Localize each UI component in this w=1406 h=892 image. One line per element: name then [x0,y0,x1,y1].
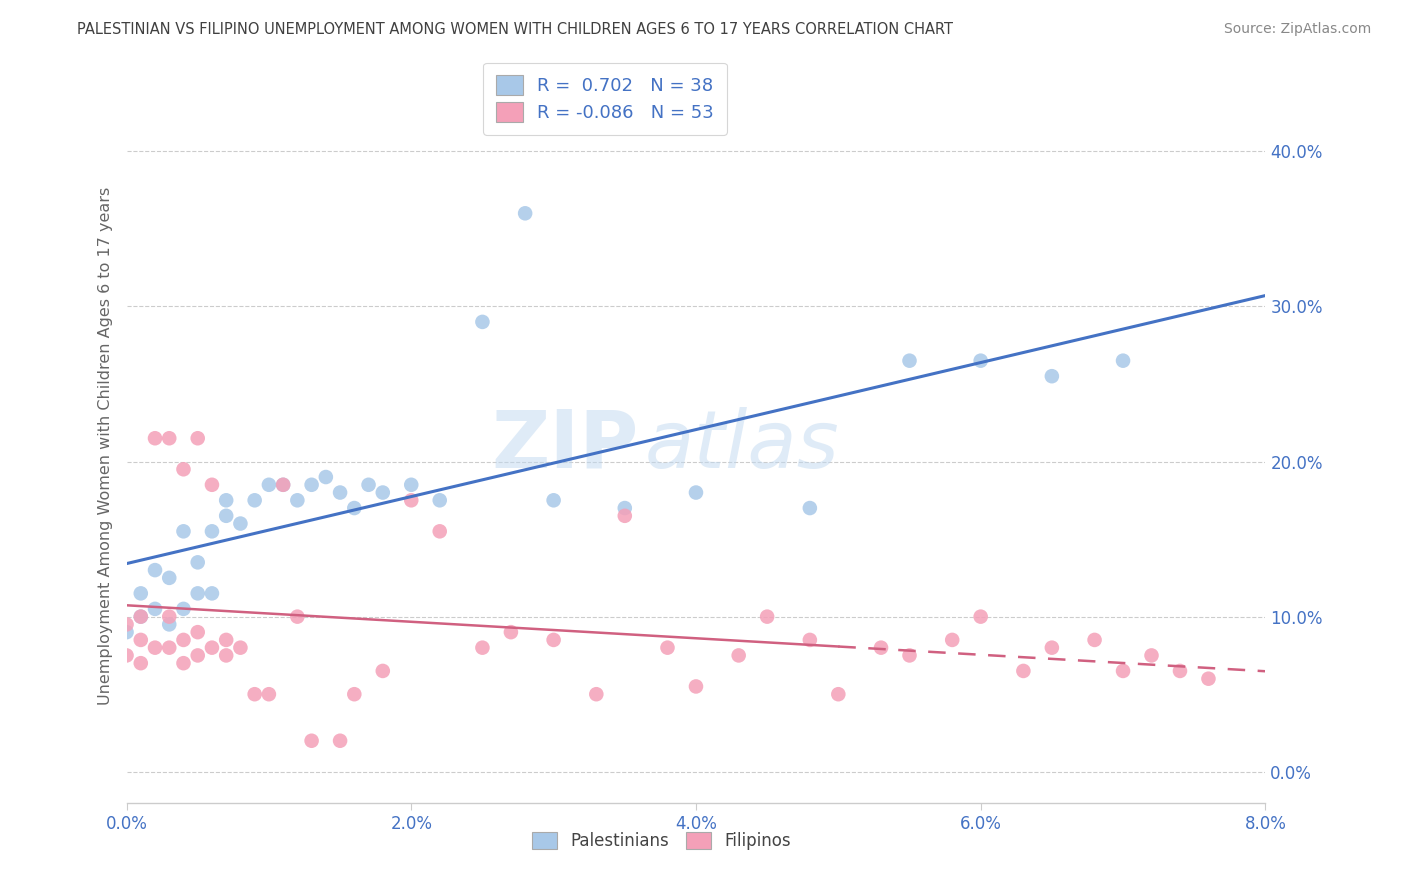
Point [143,640,166,655]
Point [585,687,607,701]
Point [515,206,537,220]
Point [685,485,707,500]
Point [243,687,266,701]
Point [1198,672,1220,686]
Point [898,648,921,663]
Point [970,609,993,624]
Point [287,493,309,508]
Point [371,664,394,678]
Point [329,485,352,500]
Point [172,602,194,616]
Point [172,632,194,647]
Point [271,477,294,491]
Point [215,508,238,523]
Point [429,524,451,539]
Point [1140,648,1163,663]
Point [429,493,451,508]
Point [129,609,152,624]
Point [115,648,138,663]
Point [201,477,224,491]
Point [471,640,494,655]
Point [471,315,494,329]
Point [756,609,779,624]
Point [143,563,166,577]
Point [499,625,522,640]
Point [543,493,565,508]
Point [543,632,565,647]
Point [371,485,394,500]
Point [187,625,209,640]
Point [401,477,423,491]
Point [215,493,238,508]
Point [329,733,352,747]
Legend: Palestinians, Filipinos: Palestinians, Filipinos [524,824,800,859]
Point [157,640,180,655]
Point [201,640,224,655]
Point [143,602,166,616]
Point [243,493,266,508]
Point [172,524,194,539]
Point [129,632,152,647]
Point [257,477,280,491]
Point [315,470,337,484]
Point [1168,664,1191,678]
Point [1012,664,1035,678]
Point [129,609,152,624]
Point [129,586,152,600]
Point [215,632,238,647]
Point [827,687,849,701]
Point [727,648,749,663]
Point [1112,353,1135,368]
Point [898,353,921,368]
Text: PALESTINIAN VS FILIPINO UNEMPLOYMENT AMONG WOMEN WITH CHILDREN AGES 6 TO 17 YEAR: PALESTINIAN VS FILIPINO UNEMPLOYMENT AMO… [77,22,953,37]
Point [613,508,636,523]
Point [799,632,821,647]
Point [287,609,309,624]
Point [657,640,679,655]
Point [157,431,180,445]
Point [187,555,209,569]
Point [401,493,423,508]
Point [1084,632,1107,647]
Point [201,586,224,600]
Point [229,640,252,655]
Point [1040,369,1063,384]
Point [115,617,138,632]
Point [799,501,821,516]
Point [870,640,893,655]
Point [613,501,636,516]
Point [343,501,366,516]
Y-axis label: Unemployment Among Women with Children Ages 6 to 17 years: Unemployment Among Women with Children A… [97,187,112,705]
Text: ZIP: ZIP [492,407,640,485]
Point [301,477,323,491]
Point [143,431,166,445]
Point [172,462,194,476]
Point [229,516,252,531]
Point [157,571,180,585]
Point [970,353,993,368]
Text: atlas: atlas [645,407,839,485]
Point [201,524,224,539]
Point [301,733,323,747]
Point [157,617,180,632]
Point [187,648,209,663]
Point [1040,640,1063,655]
Point [257,687,280,701]
Point [129,656,152,670]
Point [115,625,138,640]
Point [941,632,963,647]
Point [157,609,180,624]
Text: Source: ZipAtlas.com: Source: ZipAtlas.com [1223,22,1371,37]
Point [343,687,366,701]
Point [187,431,209,445]
Point [271,477,294,491]
Point [685,680,707,694]
Point [1112,664,1135,678]
Point [172,656,194,670]
Point [215,648,238,663]
Point [187,586,209,600]
Point [357,477,380,491]
